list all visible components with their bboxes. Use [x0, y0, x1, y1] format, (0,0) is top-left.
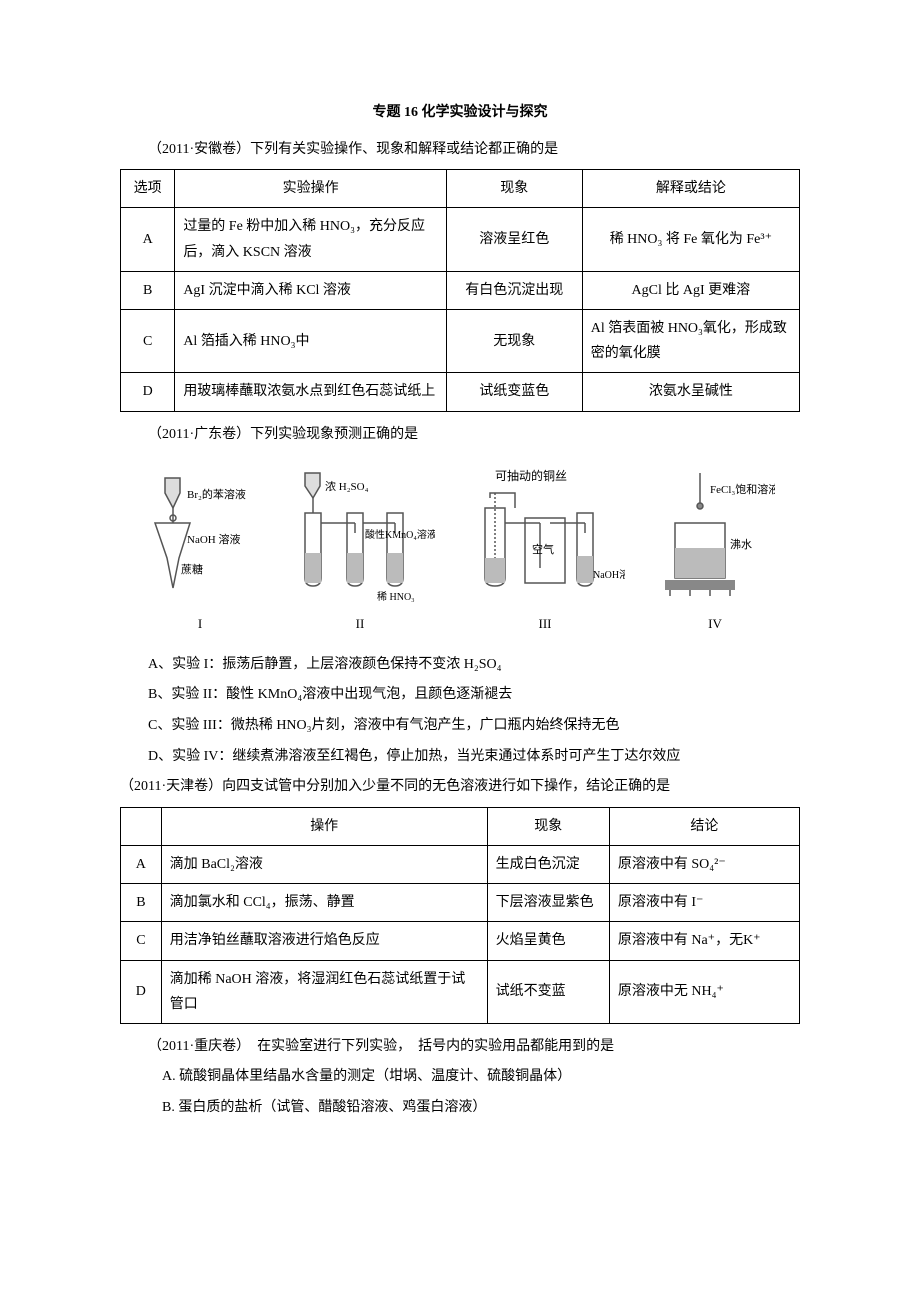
q1-ph: 溶液呈红色: [446, 208, 582, 271]
label-fecl3: FeCl₃饱和溶液: [710, 482, 775, 496]
q1-h3: 解释或结论: [582, 170, 799, 208]
q1-op: 过量的 Fe 粉中加入稀 HNO₃，充分反应后，滴入 KSCN 溶液: [175, 208, 447, 271]
q3-ph: 火焰呈黄色: [487, 922, 609, 960]
diagram-2: 浓 H₂SO₄ 酸性KMnO₄溶液 稀 HNO₃ II: [285, 468, 435, 637]
table-row: A 滴加 BaCl₂溶液 生成白色沉淀 原溶液中有 SO₄²⁻: [121, 845, 800, 883]
q3-h0: [121, 807, 162, 845]
roman-4: IV: [655, 612, 775, 637]
q1-h1: 实验操作: [175, 170, 447, 208]
table-row: A 过量的 Fe 粉中加入稀 HNO₃，充分反应后，滴入 KSCN 溶液 溶液呈…: [121, 208, 800, 271]
label-naoh2: NaOH溶液: [593, 568, 625, 581]
q3-h1: 操作: [161, 807, 487, 845]
q3-table: 操作 现象 结论 A 滴加 BaCl₂溶液 生成白色沉淀 原溶液中有 SO₄²⁻…: [120, 807, 800, 1024]
q3-opt: C: [121, 922, 162, 960]
q3-con: 原溶液中有 I⁻: [609, 884, 799, 922]
q2-opt-b: B、实验 II：酸性 KMnO₄溶液中出现气泡，且颜色逐渐褪去: [120, 682, 800, 709]
q1-ph: 无现象: [446, 309, 582, 372]
q3-h2: 现象: [487, 807, 609, 845]
q2-opt-a: A、实验 I：振荡后静置，上层溶液颜色保持不变浓 H₂SO₄: [120, 652, 800, 679]
q3-h3: 结论: [609, 807, 799, 845]
table-row: C 用洁净铂丝蘸取溶液进行焰色反应 火焰呈黄色 原溶液中有 Na⁺，无K⁺: [121, 922, 800, 960]
label-hno3: 稀 HNO₃: [377, 590, 415, 603]
q4-opt-a: A. 硫酸铜晶体里结晶水含量的测定（坩埚、温度计、硫酸铜晶体）: [120, 1064, 800, 1091]
q3-con: 原溶液中有 SO₄²⁻: [609, 845, 799, 883]
q3-ph: 生成白色沉淀: [487, 845, 609, 883]
label-naoh1: NaOH 溶液: [187, 532, 240, 546]
page-title: 专题 16 化学实验设计与探究: [120, 100, 800, 127]
q2-diagrams: Br₂的苯溶液 NaOH 溶液 蔗糖 I 浓 H₂SO₄ 酸性: [120, 468, 800, 637]
roman-3: III: [465, 612, 625, 637]
q3-opt: B: [121, 884, 162, 922]
q3-opt: D: [121, 960, 162, 1023]
q1-con: 稀 HNO₃ 将 Fe 氧化为 Fe³⁺: [582, 208, 799, 271]
q1-opt: D: [121, 373, 175, 411]
q1-con: Al 箔表面被 HNO₃氧化，形成致密的氧化膜: [582, 309, 799, 372]
q4-stem: （2011·重庆卷） 在实验室进行下列实验， 括号内的实验用品都能用到的是: [120, 1034, 800, 1061]
table-row: D 滴加稀 NaOH 溶液，将湿润红色石蕊试纸置于试管口 试纸不变蓝 原溶液中无…: [121, 960, 800, 1023]
table-row: D 用玻璃棒蘸取浓氨水点到红色石蕊试纸上 试纸变蓝色 浓氨水呈碱性: [121, 373, 800, 411]
diagram-1: Br₂的苯溶液 NaOH 溶液 蔗糖 I: [145, 468, 255, 637]
q2-stem: （2011·广东卷）下列实验现象预测正确的是: [120, 422, 800, 449]
label-boil: 沸水: [730, 538, 752, 551]
q1-op: 用玻璃棒蘸取浓氨水点到红色石蕊试纸上: [175, 373, 447, 411]
q1-opt: A: [121, 208, 175, 271]
q3-ph: 试纸不变蓝: [487, 960, 609, 1023]
q1-h2: 现象: [446, 170, 582, 208]
roman-1: I: [145, 612, 255, 637]
q1-opt: C: [121, 309, 175, 372]
q1-ph: 有白色沉淀出现: [446, 271, 582, 309]
q1-op: AgI 沉淀中滴入稀 KCl 溶液: [175, 271, 447, 309]
label-br2: Br₂的苯溶液: [187, 487, 246, 501]
q4-opt-b: B. 蛋白质的盐析（试管、醋酸铅溶液、鸡蛋白溶液）: [120, 1095, 800, 1122]
q1-con: 浓氨水呈碱性: [582, 373, 799, 411]
q1-table: 选项 实验操作 现象 解释或结论 A 过量的 Fe 粉中加入稀 HNO₃，充分反…: [120, 169, 800, 411]
q3-op: 滴加 BaCl₂溶液: [161, 845, 487, 883]
label-air: 空气: [532, 542, 554, 556]
q3-ph: 下层溶液显紫色: [487, 884, 609, 922]
label-sucrose: 蔗糖: [181, 562, 203, 576]
table-row: B 滴加氯水和 CCl₄，振荡、静置 下层溶液显紫色 原溶液中有 I⁻: [121, 884, 800, 922]
label-cu: 可抽动的铜丝: [495, 468, 567, 483]
q1-h0: 选项: [121, 170, 175, 208]
table-row: B AgI 沉淀中滴入稀 KCl 溶液 有白色沉淀出现 AgCl 比 AgI 更…: [121, 271, 800, 309]
q3-con: 原溶液中无 NH₄⁺: [609, 960, 799, 1023]
q1-con: AgCl 比 AgI 更难溶: [582, 271, 799, 309]
q1-opt: B: [121, 271, 175, 309]
roman-2: II: [285, 612, 435, 637]
label-h2so4: 浓 H₂SO₄: [325, 480, 369, 493]
q1-stem: （2011·安徽卷）下列有关实验操作、现象和解释或结论都正确的是: [120, 137, 800, 164]
diagram-3: 可抽动的铜丝 空气 NaOH溶液 III: [465, 468, 625, 637]
label-kmno4: 酸性KMnO₄溶液: [365, 528, 435, 541]
diagram-4: FeCl₃饱和溶液 沸水 IV: [655, 468, 775, 637]
q3-op: 滴加氯水和 CCl₄，振荡、静置: [161, 884, 487, 922]
q1-op: Al 箔插入稀 HNO₃中: [175, 309, 447, 372]
q3-stem: （2011·天津卷）向四支试管中分别加入少量不同的无色溶液进行如下操作，结论正确…: [120, 774, 800, 801]
q2-opt-d: D、实验 IV：继续煮沸溶液至红褐色，停止加热，当光束通过体系时可产生丁达尔效应: [120, 744, 800, 771]
q2-opt-c: C、实验 III：微热稀 HNO₃片刻，溶液中有气泡产生，广口瓶内始终保持无色: [120, 713, 800, 740]
q3-opt: A: [121, 845, 162, 883]
q3-con: 原溶液中有 Na⁺，无K⁺: [609, 922, 799, 960]
q3-op: 滴加稀 NaOH 溶液，将湿润红色石蕊试纸置于试管口: [161, 960, 487, 1023]
q1-ph: 试纸变蓝色: [446, 373, 582, 411]
q3-op: 用洁净铂丝蘸取溶液进行焰色反应: [161, 922, 487, 960]
table-row: C Al 箔插入稀 HNO₃中 无现象 Al 箔表面被 HNO₃氧化，形成致密的…: [121, 309, 800, 372]
